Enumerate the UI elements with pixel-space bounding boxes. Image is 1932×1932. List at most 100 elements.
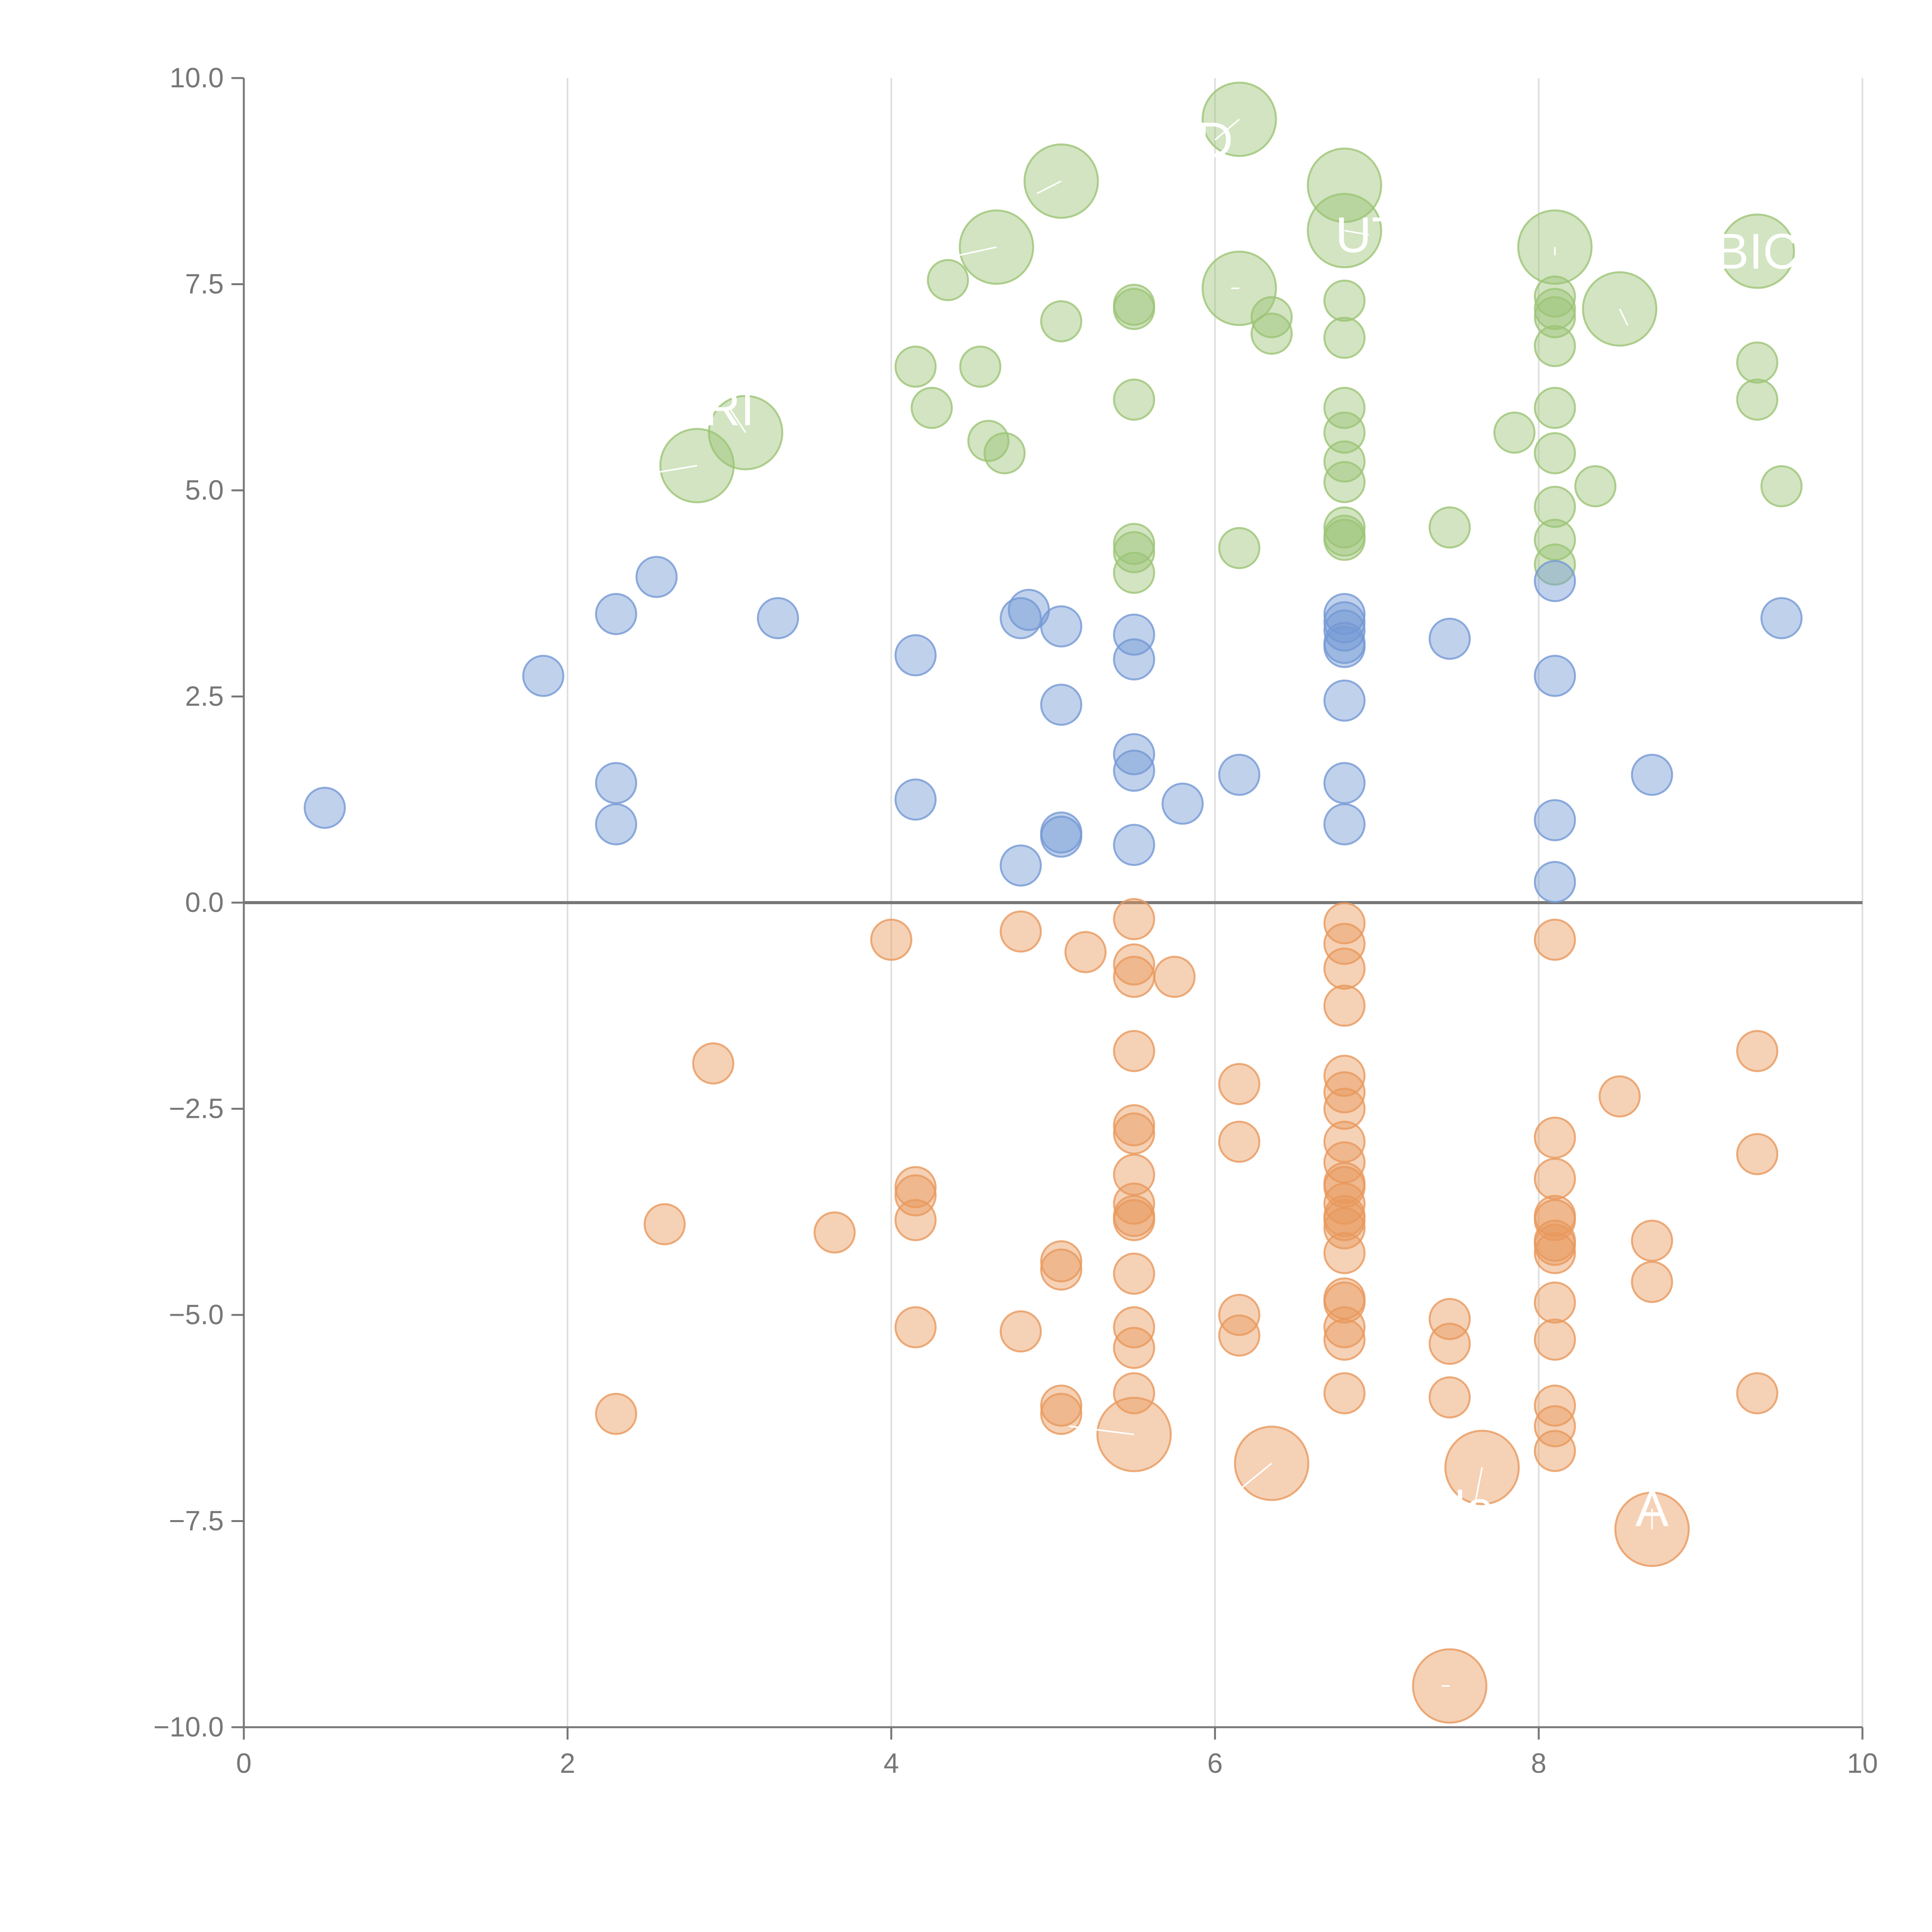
bubble-orange — [1113, 1030, 1155, 1072]
bubble-blue — [1113, 824, 1155, 866]
bubble-orange — [1323, 1281, 1366, 1324]
bubble-green — [1760, 465, 1803, 507]
bubble-orange — [1429, 1376, 1471, 1418]
bubble-blue — [1040, 815, 1082, 858]
bubble-green — [1323, 387, 1366, 429]
bubble-green — [1323, 316, 1366, 359]
bubble-blue — [894, 778, 937, 821]
bubble-orange — [1000, 910, 1042, 953]
bubble-orange — [1323, 1054, 1366, 1097]
bubble-green — [927, 259, 969, 301]
bubble-blue — [894, 634, 937, 677]
label-connector — [1231, 1463, 1272, 1497]
bubble-orange — [692, 1042, 735, 1085]
bubble-orange — [1113, 1182, 1155, 1225]
bubble-green — [894, 345, 937, 388]
y-tick-label: 0.0 — [185, 887, 224, 918]
y-tick-label: 5.0 — [185, 475, 224, 506]
bubble-orange — [1736, 1372, 1779, 1415]
bubble-orange — [1218, 1314, 1260, 1357]
bubble-orange — [1113, 943, 1155, 986]
bubble-orange — [1323, 1071, 1366, 1114]
x-tick-label: 6 — [1207, 1748, 1223, 1779]
x-tick-label: 10 — [1847, 1748, 1878, 1779]
x-tick-label: 8 — [1531, 1748, 1546, 1779]
bubble-orange — [1323, 1182, 1366, 1225]
bubble-blue — [1113, 750, 1155, 792]
bubble-label: BIC — [1715, 223, 1799, 279]
bubble-green — [1736, 378, 1779, 421]
bubble-orange — [1429, 1323, 1471, 1365]
bubble-green — [1534, 432, 1576, 474]
bubble-green — [1323, 514, 1366, 557]
bubble-blue — [303, 787, 346, 829]
bubble-green — [1429, 506, 1471, 549]
label-connector — [1344, 230, 1369, 236]
bubble-green — [1113, 378, 1155, 421]
bubble-orange — [1000, 1310, 1042, 1353]
bubble-orange — [1113, 1112, 1155, 1155]
bubble-orange — [1113, 1252, 1155, 1295]
bubble-blue — [635, 556, 678, 598]
bubble-blue — [1323, 679, 1366, 722]
bubble-orange — [1323, 1166, 1366, 1208]
bubble-orange — [894, 1199, 937, 1242]
y-tick-label: −5.0 — [169, 1299, 224, 1330]
label-connector — [729, 407, 747, 433]
bubble-orange — [1064, 931, 1107, 973]
bubble-orange — [1534, 1318, 1576, 1361]
bubble-blue — [1323, 626, 1366, 668]
bubble-label: lo — [1454, 1480, 1493, 1537]
bubble-orange — [1323, 1232, 1366, 1274]
bubble-orange — [894, 1174, 937, 1217]
bubble-orange — [1040, 1393, 1082, 1435]
bubble-orange — [1113, 1372, 1155, 1415]
bubble-orange — [1631, 1219, 1673, 1262]
bubble-blue — [1162, 782, 1204, 825]
bubble-blue — [595, 762, 637, 804]
bubble-green — [1218, 527, 1260, 569]
bubble-blue — [1760, 597, 1803, 639]
y-tick-label: 10.0 — [170, 63, 224, 94]
bubble-orange — [1323, 923, 1366, 965]
label-connector — [1214, 119, 1240, 141]
bubble-blue — [1534, 560, 1576, 602]
bubble-green — [1113, 551, 1155, 594]
bubble-orange — [1113, 898, 1155, 940]
bubble-blue — [1323, 803, 1366, 845]
bubble-orange — [1113, 1327, 1155, 1369]
bubble-orange — [1113, 956, 1155, 998]
highlighted-bubble — [1719, 213, 1795, 289]
bubble-orange — [1218, 1121, 1260, 1163]
bubble-blue — [595, 803, 637, 845]
bubble-green — [1250, 313, 1293, 355]
bubble-blue — [757, 597, 799, 639]
bubble-blue — [1534, 799, 1576, 842]
bubble-orange — [1040, 1248, 1082, 1291]
bubble-orange — [1534, 1232, 1576, 1274]
y-tick-label: 2.5 — [185, 681, 224, 712]
bubble-orange — [1218, 1063, 1260, 1105]
bubble-blue — [1040, 605, 1082, 648]
highlighted-bubble — [1307, 147, 1383, 223]
bubble-orange — [1323, 947, 1366, 990]
bubble-blue — [1218, 753, 1260, 796]
bubble-blue — [1429, 617, 1471, 660]
bubble-blue — [1113, 638, 1155, 680]
bubble-green — [1534, 543, 1576, 586]
bubble-label: A — [1635, 1480, 1669, 1537]
bubble-orange — [1534, 1158, 1576, 1200]
bubble-blue — [1000, 844, 1042, 887]
bubble-orange — [1113, 1153, 1155, 1196]
bubble-blue — [522, 655, 565, 697]
bubble-orange — [1323, 1306, 1366, 1349]
bubble-blue — [1631, 753, 1673, 796]
bubble-orange — [1736, 1030, 1779, 1072]
label-connector — [648, 465, 697, 475]
y-tick-label: −2.5 — [169, 1094, 224, 1124]
bubble-green — [983, 432, 1026, 474]
bubble-blue — [1040, 684, 1082, 726]
bubble-orange — [1323, 1372, 1366, 1415]
bubble-blue — [1323, 609, 1366, 652]
bubble-blue — [1113, 733, 1155, 776]
